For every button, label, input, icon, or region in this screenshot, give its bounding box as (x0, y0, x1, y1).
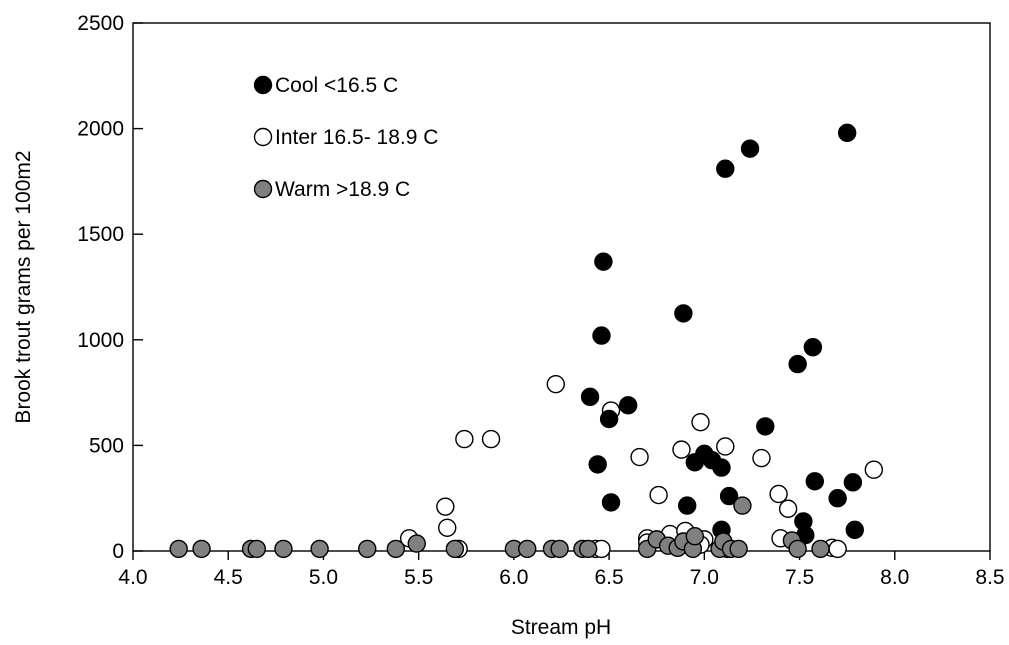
y-tick-label: 2000 (77, 118, 124, 141)
data-point (811, 539, 830, 559)
data-point (481, 429, 501, 449)
data-point (740, 139, 760, 158)
y-tick-label: 500 (89, 434, 124, 457)
data-point (588, 455, 607, 474)
x-tick-label: 7.5 (785, 566, 814, 589)
data-point (594, 252, 613, 271)
data-point (803, 337, 823, 357)
data-point (386, 539, 406, 559)
data-point (716, 437, 735, 456)
x-axis-title: Stream pH (511, 616, 611, 639)
data-point (733, 496, 752, 515)
data-point (843, 473, 863, 492)
data-point (788, 354, 807, 374)
x-tick-label: 6.5 (595, 566, 624, 589)
legend-label: Cool <16.5 C (275, 74, 398, 97)
data-point (169, 539, 188, 559)
data-point (712, 458, 731, 477)
data-point (716, 159, 735, 178)
y-tick-label: 1500 (77, 223, 124, 246)
y-tick-label: 0 (112, 540, 124, 563)
data-point (729, 539, 748, 559)
data-point (445, 539, 465, 559)
data-point (778, 499, 798, 518)
data-point (677, 496, 697, 515)
data-point (247, 539, 266, 559)
data-point (436, 497, 455, 516)
legend-label: Inter 16.5- 18.9 C (275, 126, 438, 149)
x-tick-label: 5.0 (309, 566, 338, 589)
data-points (169, 123, 884, 559)
x-tick-label: 6.0 (499, 566, 528, 589)
x-tick-label: 8.5 (975, 566, 1004, 589)
data-point (649, 485, 668, 505)
legend: Cool <16.5 C Inter 16.5- 18.9 C Warm >18.9… (253, 74, 438, 201)
data-point (580, 387, 600, 407)
y-tick-label: 1000 (77, 329, 124, 352)
y-axis-title: Brook trout grams per 100m2 (12, 150, 35, 423)
data-point (630, 447, 649, 467)
data-point (756, 417, 775, 436)
data-point (788, 539, 807, 559)
legend-label: Warm >18.9 C (275, 178, 410, 201)
data-point (438, 518, 457, 537)
data-point (599, 409, 619, 429)
data-point (518, 539, 537, 559)
data-point (828, 489, 847, 508)
x-tick-label: 5.5 (404, 566, 433, 589)
data-point (752, 448, 771, 468)
data-point (685, 527, 705, 546)
data-point (672, 440, 691, 459)
data-point (550, 539, 569, 559)
legend-marker (253, 127, 273, 147)
data-point (310, 539, 329, 559)
data-point (674, 304, 693, 323)
data-point (864, 460, 884, 479)
data-point (592, 326, 611, 345)
data-point (691, 412, 710, 432)
data-point (845, 520, 864, 540)
x-tick-label: 7.0 (690, 566, 719, 589)
data-point (578, 539, 598, 559)
data-point (828, 539, 847, 559)
y-tick-label: 2500 (77, 12, 124, 35)
data-point (546, 374, 565, 394)
x-tick-label: 8.0 (880, 566, 909, 589)
data-point (618, 396, 638, 415)
data-point (192, 539, 211, 559)
legend-marker (253, 75, 273, 95)
data-point (837, 123, 857, 143)
x-tick-label: 4.5 (214, 566, 243, 589)
data-point (358, 539, 377, 559)
data-point (805, 472, 824, 491)
legend-marker (253, 179, 273, 199)
data-point (274, 539, 293, 559)
x-tick-label: 4.0 (118, 566, 147, 589)
data-point (769, 484, 788, 504)
data-point (719, 486, 739, 506)
y-axis: 0 500 1000 1500 2000 2500 (77, 12, 143, 563)
data-point (455, 429, 474, 449)
plot-area (132, 22, 991, 552)
data-point (601, 493, 621, 512)
data-point (407, 534, 426, 553)
